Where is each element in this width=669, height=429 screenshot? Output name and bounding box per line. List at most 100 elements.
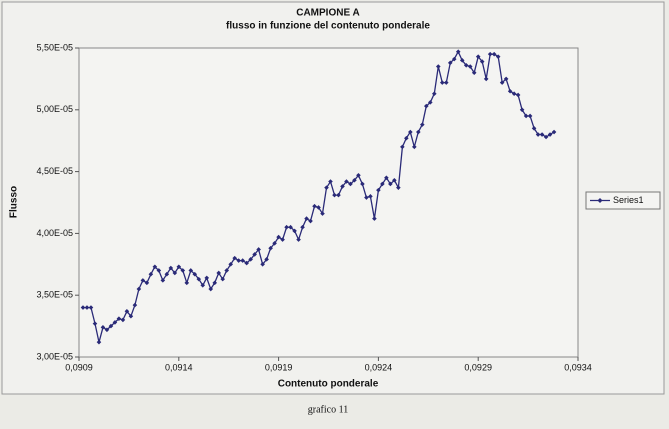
x-tick-label: 0,0934 <box>564 362 592 372</box>
plot-area <box>78 47 579 358</box>
point <box>112 320 118 325</box>
y-axis-label: Flusso <box>9 186 20 218</box>
point <box>204 275 210 281</box>
point <box>88 305 94 310</box>
point <box>252 252 257 257</box>
point <box>100 325 106 330</box>
point <box>451 56 457 62</box>
point <box>539 132 545 137</box>
point <box>523 113 529 119</box>
point <box>527 113 533 119</box>
point <box>108 323 114 329</box>
x-tick-label: 0,0914 <box>165 362 193 372</box>
point <box>424 103 429 109</box>
x-tick-label: 0,0919 <box>265 362 293 372</box>
point <box>184 280 190 286</box>
point <box>172 270 178 276</box>
point <box>212 280 218 286</box>
x-tick-label: 0,0924 <box>365 362 393 372</box>
point <box>400 144 405 150</box>
point <box>396 185 401 190</box>
point <box>220 276 226 282</box>
point <box>192 271 198 277</box>
point <box>463 63 469 68</box>
point <box>455 49 461 55</box>
legend-marker <box>597 198 603 203</box>
point <box>368 194 373 199</box>
point <box>84 305 90 310</box>
point <box>188 268 194 273</box>
y-tick-label: 3,50E-05 <box>36 290 73 300</box>
point <box>356 173 361 178</box>
point <box>152 264 158 270</box>
point <box>479 59 485 64</box>
point <box>256 247 261 252</box>
point <box>228 262 233 267</box>
point <box>156 268 162 273</box>
point <box>80 305 86 310</box>
point <box>515 92 521 98</box>
point <box>160 278 166 283</box>
point <box>551 129 557 135</box>
point <box>116 316 122 321</box>
point <box>128 313 134 319</box>
point <box>168 265 174 271</box>
point <box>495 54 501 59</box>
point <box>328 179 333 184</box>
point <box>392 177 397 183</box>
point <box>535 132 541 137</box>
point <box>240 258 245 263</box>
point <box>519 107 525 113</box>
point <box>384 175 389 181</box>
x-tick-label: 0,0909 <box>65 362 93 372</box>
point <box>148 271 154 277</box>
point <box>224 268 230 273</box>
point <box>92 321 98 326</box>
point <box>316 205 321 210</box>
y-tick-label: 3,00E-05 <box>36 351 73 361</box>
point <box>543 134 549 140</box>
point <box>467 64 473 69</box>
point <box>284 224 289 230</box>
caption: grafico 11 <box>308 404 348 415</box>
point <box>443 80 449 85</box>
point <box>308 218 313 224</box>
point <box>96 339 102 345</box>
point <box>332 192 337 198</box>
point <box>412 144 417 150</box>
point <box>176 264 182 270</box>
y-tick-label: 5,00E-05 <box>36 104 73 114</box>
point <box>404 135 409 141</box>
point <box>104 327 110 333</box>
point <box>439 80 445 85</box>
point <box>503 76 509 82</box>
point <box>547 132 553 137</box>
point <box>376 187 381 193</box>
point <box>120 317 126 323</box>
point <box>260 262 265 267</box>
point <box>340 184 345 189</box>
point <box>499 80 505 85</box>
point <box>360 181 365 187</box>
point <box>416 129 421 135</box>
point <box>232 255 237 261</box>
point <box>364 195 369 200</box>
chart-title: CAMPIONE A <box>296 8 360 19</box>
point <box>136 286 142 292</box>
point <box>244 260 249 266</box>
point <box>248 257 253 262</box>
point <box>511 91 517 97</box>
point <box>388 181 393 187</box>
point <box>352 177 357 183</box>
point <box>344 179 349 184</box>
point <box>408 129 413 135</box>
point <box>196 276 202 282</box>
point <box>320 211 325 216</box>
point <box>272 240 277 246</box>
point <box>427 100 433 105</box>
point <box>280 237 285 242</box>
point <box>296 237 301 242</box>
point <box>507 88 513 94</box>
point <box>124 308 130 314</box>
